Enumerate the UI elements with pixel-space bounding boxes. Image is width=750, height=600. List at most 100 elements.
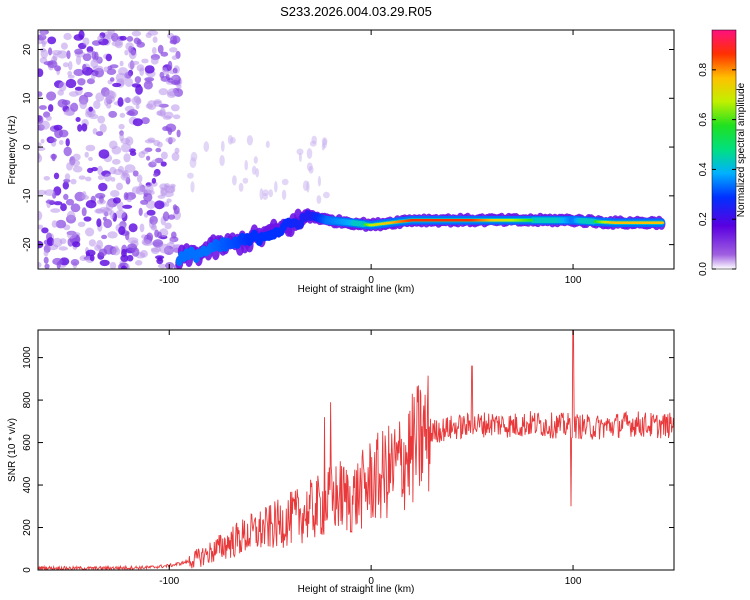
heatmap-noise-cell — [157, 263, 167, 269]
heatmap-noise-cell — [151, 247, 160, 255]
heatmap-noise-cell — [38, 91, 43, 97]
heatmap-noise-cell — [51, 220, 58, 228]
heatmap-noise-cell — [120, 172, 131, 181]
heatmap-faint-cell — [219, 155, 225, 167]
heatmap-noise-cell — [46, 91, 57, 101]
heatmap-noise-cell — [121, 265, 127, 269]
heatmap-noise-cell — [83, 216, 92, 222]
heatmap-noise-cell — [117, 97, 124, 107]
heatmap-faint-cell — [298, 152, 302, 162]
heatmap-noise-cell — [78, 30, 85, 40]
heatmap-noise-cell — [119, 60, 124, 67]
heatmap-noise-cell — [88, 156, 93, 162]
heatmap-noise-cell — [119, 35, 127, 41]
heatmap-faint-cell — [308, 166, 314, 174]
heatmap-noise-cell — [38, 68, 44, 77]
heatmap-noise-cell — [69, 159, 81, 167]
heatmap-noise-cell — [151, 47, 157, 55]
heatmap-noise-cell — [63, 32, 72, 41]
heatmap-noise-cell — [120, 254, 129, 262]
heatmap-noise-cell — [162, 211, 170, 222]
heatmap-noise-cell — [118, 165, 124, 173]
heatmap-noise-cell — [103, 244, 115, 255]
colorbar-tick-label: 0.0 — [698, 262, 709, 276]
heatmap-noise-cell — [43, 249, 49, 257]
heatmap-noise-cell — [68, 60, 73, 71]
heatmap-noise-cell — [97, 35, 103, 42]
heatmap-noise-cell — [160, 51, 169, 57]
heatmap-noise-cell — [41, 227, 49, 234]
heatmap-faint-cell — [255, 168, 260, 178]
heatmap-noise-cell — [170, 80, 181, 86]
heatmap-noise-cell — [151, 159, 158, 165]
heatmap-noise-cell — [98, 182, 108, 192]
heatmap-noise-cell — [74, 48, 83, 55]
heatmap-noise-cell — [105, 53, 113, 62]
heatmap-noise-cell — [110, 190, 120, 197]
heatmap-noise-cell — [46, 115, 52, 121]
heatmap-noise-cell — [126, 111, 135, 116]
heatmap-noise-cell — [171, 152, 180, 162]
heatmap-ytick-label: 20 — [22, 44, 33, 56]
heatmap-noise-cell — [143, 80, 153, 90]
heatmap-frame — [37, 29, 675, 270]
heatmap-noise-cell — [103, 31, 114, 37]
snr-xlabel: Height of straight line (km) — [298, 584, 415, 595]
snr-xtick-label: 100 — [565, 576, 582, 587]
heatmap-noise-cell — [141, 238, 150, 246]
heatmap-noise-cell — [132, 170, 139, 177]
heatmap-noise-cell — [110, 210, 115, 220]
heatmap-noise-cell — [167, 60, 173, 71]
snr-frame — [37, 329, 675, 571]
colorbar-label: Normalized spectral amplitude — [736, 82, 747, 217]
heatmap-noise-cell — [157, 256, 163, 262]
heatmap-noise-cell — [162, 69, 170, 75]
heatmap-noise-cell — [85, 144, 96, 152]
colorbar-tick-label: 0.6 — [698, 112, 709, 126]
heatmap-noise-cell — [74, 86, 83, 91]
heatmap-noise-cell — [103, 66, 109, 73]
heatmap-noise-cell — [38, 224, 44, 230]
heatmap-noise-cell — [58, 246, 68, 251]
colorbar-tick-label: 0.4 — [698, 162, 709, 176]
heatmap-noise-cell — [169, 237, 175, 245]
heatmap-noise-cell — [134, 76, 142, 84]
heatmap-faint-cell — [190, 181, 195, 193]
heatmap-noise-cell — [149, 215, 158, 225]
snr-ytick-label: 600 — [22, 434, 33, 451]
heatmap-noise-cell — [63, 146, 72, 157]
heatmap-noise-cell — [95, 92, 105, 102]
heatmap-noise-cell — [38, 189, 47, 196]
heatmap-noise-cell — [51, 153, 56, 162]
snr-ytick-label: 800 — [22, 391, 33, 408]
heatmap-noise-cell — [53, 124, 63, 131]
heatmap-noise-cell — [38, 262, 42, 268]
heatmap-noise-cell — [49, 137, 57, 143]
heatmap-noise-cell — [138, 182, 143, 192]
heatmap-noise-cell — [131, 83, 142, 88]
heatmap-noise-cell — [91, 71, 96, 81]
heatmap-noise-cell — [77, 124, 83, 132]
heatmap-noise-cell — [45, 199, 55, 204]
heatmap-noise-cell — [141, 117, 150, 125]
heatmap-noise-cell — [62, 62, 69, 68]
heatmap-noise-cell — [40, 120, 50, 130]
heatmap-noise-cell — [70, 259, 80, 266]
heatmap-noise-cell — [163, 185, 171, 192]
heatmap-noise-cell — [47, 36, 57, 45]
heatmap-noise-cell — [155, 147, 162, 153]
heatmap-noise-cell — [170, 185, 176, 193]
heatmap-noise-cell — [173, 114, 181, 120]
heatmap-noise-cell — [85, 176, 92, 182]
heatmap-faint-cell — [316, 195, 322, 204]
heatmap-noise-cell — [136, 174, 143, 183]
heatmap-faint-cell — [253, 156, 258, 164]
heatmap-faint-cell — [246, 135, 253, 146]
heatmap-noise-cell — [90, 59, 99, 68]
heatmap-noise-cell — [95, 208, 103, 214]
heatmap-noise-cell — [106, 68, 117, 75]
heatmap-noise-cell — [55, 219, 67, 229]
heatmap-noise-cell — [65, 138, 70, 147]
heatmap-noise-cell — [110, 177, 116, 182]
heatmap-ytick-label: -10 — [22, 188, 33, 203]
